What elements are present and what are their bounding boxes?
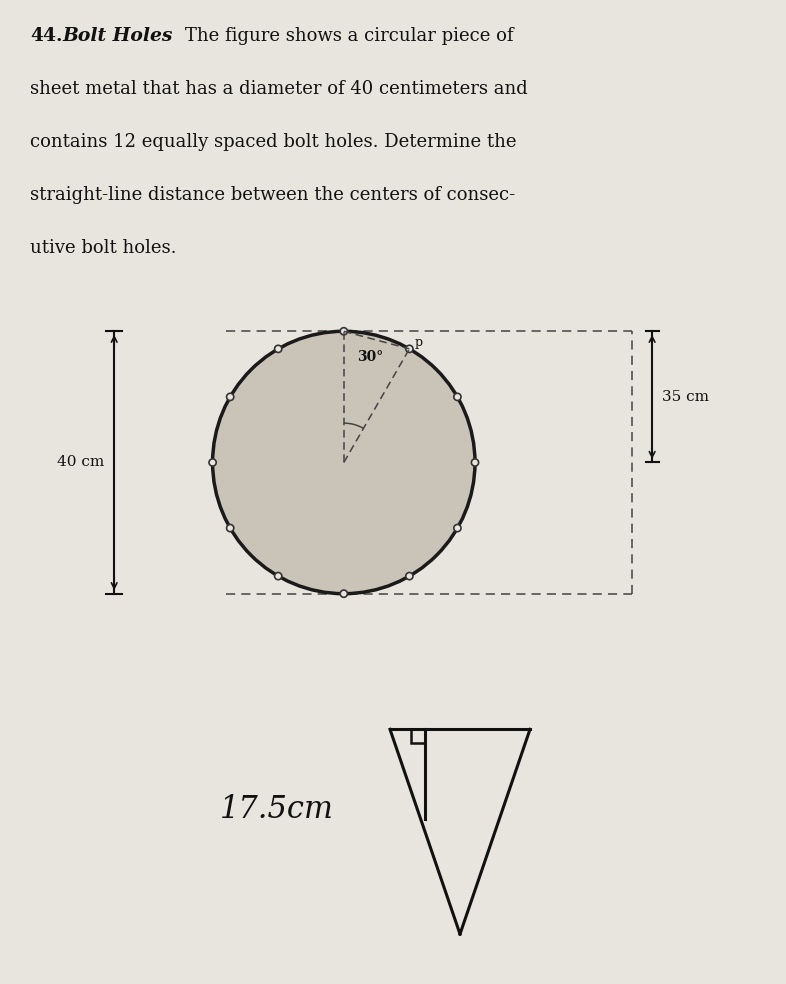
Circle shape (212, 332, 475, 593)
Circle shape (209, 459, 216, 466)
Circle shape (226, 524, 233, 531)
Text: straight-line distance between the centers of consec-: straight-line distance between the cente… (30, 186, 515, 204)
Text: 30°: 30° (357, 349, 383, 364)
Text: Bolt Holes: Bolt Holes (62, 27, 172, 45)
Text: 17.5cm: 17.5cm (220, 794, 334, 825)
Circle shape (454, 524, 461, 531)
Circle shape (274, 345, 282, 352)
Text: p: p (415, 336, 423, 348)
Text: utive bolt holes.: utive bolt holes. (30, 239, 177, 257)
Text: sheet metal that has a diameter of 40 centimeters and: sheet metal that has a diameter of 40 ce… (30, 80, 527, 98)
Text: 35 cm: 35 cm (662, 390, 709, 403)
Text: 44.: 44. (30, 27, 63, 45)
Circle shape (274, 573, 282, 580)
Circle shape (340, 590, 347, 597)
Circle shape (226, 394, 233, 400)
Text: The figure shows a circular piece of: The figure shows a circular piece of (185, 27, 513, 45)
Circle shape (406, 573, 413, 580)
Circle shape (472, 459, 479, 466)
Bar (411, 729, 425, 743)
Circle shape (340, 328, 347, 335)
Circle shape (454, 394, 461, 400)
Text: contains 12 equally spaced bolt holes. Determine the: contains 12 equally spaced bolt holes. D… (30, 133, 516, 152)
Text: 40 cm: 40 cm (57, 456, 105, 469)
Circle shape (406, 345, 413, 352)
